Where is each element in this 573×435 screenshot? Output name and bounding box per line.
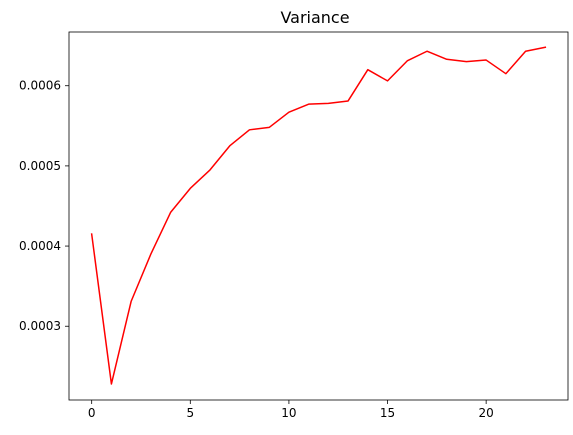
y-tick-label: 0.0003 [19, 319, 61, 333]
x-axis: 0 5 10 15 20 [88, 400, 494, 420]
plot-area [92, 47, 546, 384]
x-tick-label: 20 [479, 406, 494, 420]
x-tick-label: 15 [380, 406, 395, 420]
x-tick-label: 5 [186, 406, 194, 420]
y-axis: 0.0003 0.0004 0.0005 0.0006 [19, 79, 69, 334]
chart-title: Variance [280, 8, 349, 27]
y-tick-label: 0.0006 [19, 79, 61, 93]
y-tick-label: 0.0005 [19, 159, 61, 173]
x-tick-label: 10 [281, 406, 296, 420]
series-line [92, 47, 546, 384]
axes-frame [69, 32, 568, 400]
axes-border [69, 32, 568, 400]
y-tick-label: 0.0004 [19, 239, 61, 253]
x-tick-label: 0 [88, 406, 96, 420]
